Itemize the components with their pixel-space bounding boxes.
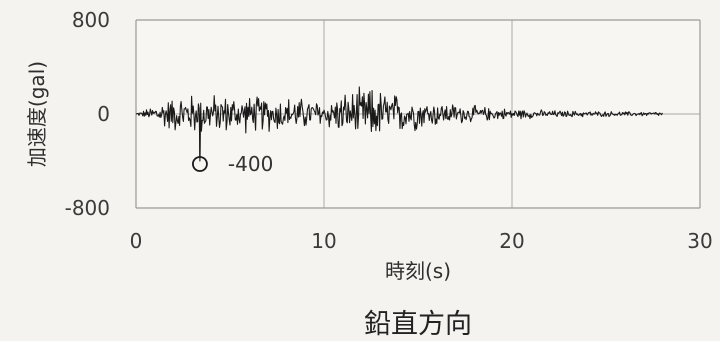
y-tick-label: 0: [97, 102, 110, 126]
x-tick-labels: 0 10 20 30: [130, 229, 713, 253]
y-tick-label: -800: [65, 196, 110, 220]
y-axis-label: 加速度(gal): [25, 61, 49, 167]
peak-marker: [192, 156, 208, 172]
series-line-acceleration: [135, 86, 663, 162]
x-tick-label: 20: [499, 229, 524, 253]
chart-caption: 鉛直方向: [364, 309, 472, 340]
x-tick-label: 30: [687, 229, 712, 253]
x-tick-label: 10: [311, 229, 336, 253]
y-tick-labels: 800 0 -800: [65, 8, 110, 220]
x-tick-label: 0: [130, 229, 143, 253]
x-axis-label: 時刻(s): [385, 259, 451, 283]
y-tick-label: 800: [72, 8, 110, 32]
peak-label: -400: [228, 152, 273, 176]
